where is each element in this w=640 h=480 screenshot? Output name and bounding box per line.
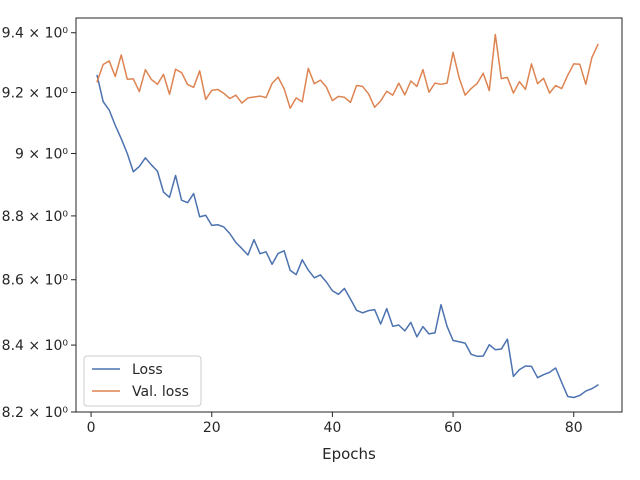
series-line-0 — [96, 74, 599, 399]
legend-label-1: Val. loss — [132, 384, 189, 400]
y-tick-label: 8.8 × 10⁰ — [2, 209, 69, 225]
x-tick-label: 60 — [444, 420, 462, 436]
y-tick-label: 8.6 × 10⁰ — [2, 273, 69, 289]
legend: Loss Val. loss — [83, 355, 202, 407]
x-tick-label: 20 — [203, 420, 221, 436]
axes-frame — [75, 17, 623, 413]
plot-area — [96, 33, 599, 399]
axes: 0 20 40 60 80 8.2 × 10⁰ 8.4 × 10⁰ 8.6 × 10⁰ 8.8 … — [2, 17, 623, 436]
y-tick-label: 8.2 × 10⁰ — [2, 405, 69, 421]
x-tick-label: 40 — [323, 420, 341, 436]
x-axis-label: Epochs — [322, 445, 376, 463]
x-tick-label: 80 — [565, 420, 583, 436]
series-line-1 — [96, 33, 599, 109]
y-tick-label: 9.2 × 10⁰ — [2, 85, 69, 101]
y-tick-label: 9.4 × 10⁰ — [2, 26, 69, 42]
x-tick-label: 0 — [87, 420, 96, 436]
y-tick-label: 9 × 10⁰ — [15, 146, 68, 162]
y-tick-label: 8.4 × 10⁰ — [2, 338, 69, 354]
legend-label-0: Loss — [132, 362, 163, 378]
